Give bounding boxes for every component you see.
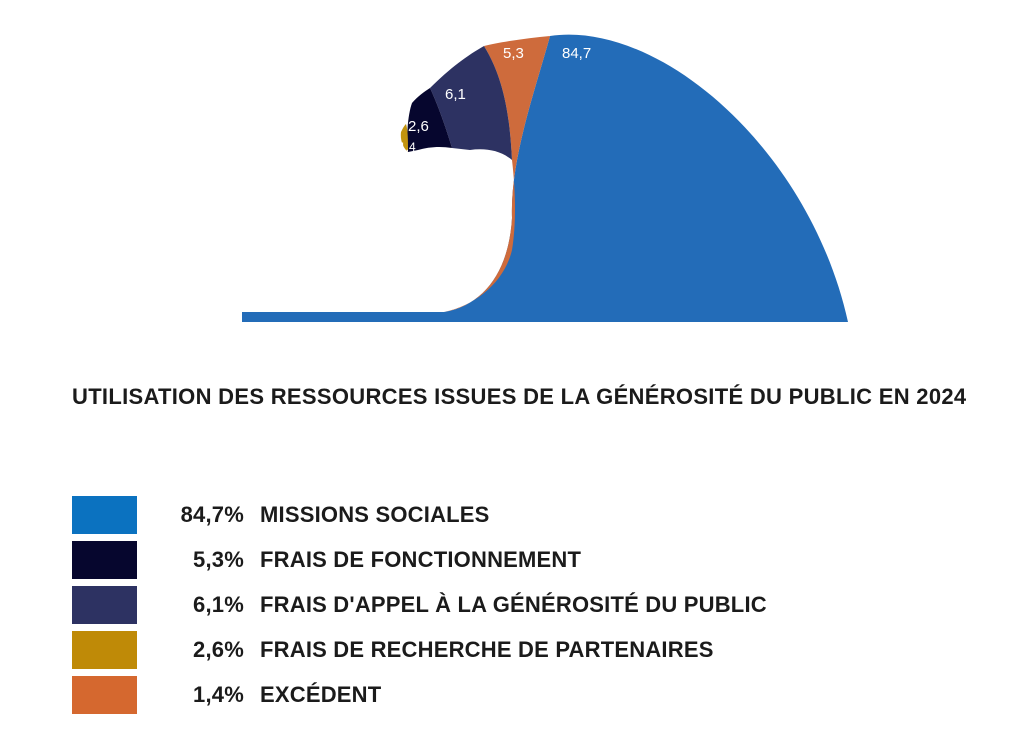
legend-percent: 5,3%: [193, 547, 244, 572]
slice-label-recherche: 1,4: [399, 140, 416, 154]
legend-label: EXCÉDENT: [260, 682, 382, 707]
wave-slice-recherche: [400, 124, 408, 152]
legend-percent: 2,6%: [193, 637, 244, 662]
slice-label-appel: 6,1: [445, 86, 466, 103]
legend-label: FRAIS DE RECHERCHE DE PARTENAIRES: [260, 637, 714, 662]
legend-label: FRAIS DE FONCTIONNEMENT: [260, 547, 582, 572]
legend-percent: 84,7%: [180, 502, 244, 527]
legend-percent: 6,1%: [193, 592, 244, 617]
legend-swatch: [72, 541, 137, 579]
chart-title: UTILISATION DES RESSOURCES ISSUES DE LA …: [72, 384, 967, 409]
legend-swatch: [72, 496, 137, 534]
slice-label-missions: 84,7: [562, 45, 591, 62]
slice-label-excedent: 5,3: [503, 45, 524, 62]
legend-label: MISSIONS SOCIALES: [260, 502, 490, 527]
legend-swatch: [72, 631, 137, 669]
wave-slice-fonctionnement: [407, 88, 452, 152]
wave-chart: 84,7 5,3 6,1 2,6 1,4: [242, 34, 848, 323]
legend-swatch: [72, 676, 137, 714]
legend-percent: 1,4%: [193, 682, 244, 707]
slice-label-fonctionnement: 2,6: [408, 118, 429, 135]
legend-swatch: [72, 586, 137, 624]
wave-slice-missions: [242, 34, 848, 323]
wave-slice-excedent: [444, 36, 550, 312]
legend-label: FRAIS D'APPEL À LA GÉNÉROSITÉ DU PUBLIC: [260, 592, 767, 617]
wave-slice-appel: [430, 46, 512, 160]
